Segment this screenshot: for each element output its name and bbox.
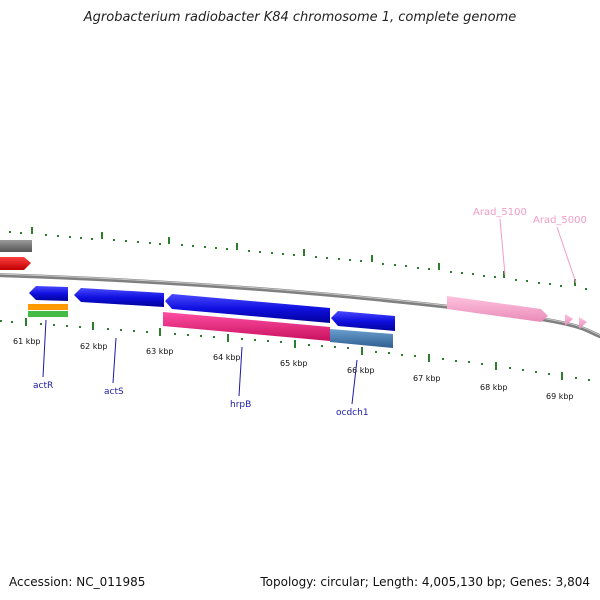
tick-label-64: 64 kbp — [213, 353, 241, 362]
gene-label-arad5000[interactable]: Arad_5000 — [533, 215, 587, 226]
gene-label-hrpB[interactable]: hrpB — [230, 400, 251, 410]
tick-label-67: 67 kbp — [413, 374, 441, 383]
gene-gray-partial[interactable] — [0, 240, 32, 252]
gene-label-actR[interactable]: actR — [33, 381, 53, 391]
genome-summary-text: Topology: circular; Length: 4,005,130 bp… — [260, 575, 590, 589]
tick-labels: 61 kbp 62 kbp 63 kbp 64 kbp 65 kbp 66 kb… — [13, 337, 574, 401]
lower-tick-row — [0, 318, 590, 381]
chromosome-backbone — [0, 273, 600, 339]
tick-label-62: 62 kbp — [80, 342, 108, 351]
gene-arad5000-small-b[interactable] — [579, 317, 587, 329]
blue-leader-lines — [42, 319, 358, 405]
hrpB-leader — [238, 346, 243, 397]
gene-ocdch1-arrow[interactable] — [331, 311, 395, 331]
tick-label-68: 68 kbp — [480, 383, 508, 392]
arad5100-leader — [499, 218, 506, 276]
gene-arad5000-small-a[interactable] — [565, 314, 573, 326]
gene-red-partial[interactable] — [0, 257, 31, 270]
actS-leader — [112, 337, 117, 384]
gene-label-arad5100[interactable]: Arad_5100 — [473, 207, 527, 218]
gene-green-bar[interactable] — [28, 311, 68, 317]
tick-label-63: 63 kbp — [146, 347, 174, 356]
gene-hrpB-arrow[interactable] — [165, 294, 330, 323]
tick-label-66: 66 kbp — [347, 366, 375, 375]
pink-leader-lines — [499, 218, 577, 284]
gene-orange-bar[interactable] — [28, 304, 68, 310]
ocdch1-leader — [351, 359, 358, 405]
gene-steel-bar[interactable] — [330, 329, 393, 348]
gene-label-ocdch1[interactable]: ocdch1 — [336, 408, 369, 418]
gene-pink-bar[interactable] — [163, 312, 330, 341]
actR-leader — [42, 319, 47, 378]
gene-arad5100-arrow[interactable] — [447, 296, 548, 322]
upper-tick-row — [9, 227, 587, 290]
tick-label-61: 61 kbp — [13, 337, 41, 346]
tick-label-65: 65 kbp — [280, 359, 308, 368]
gene-label-actS[interactable]: actS — [104, 387, 124, 397]
gene-actS-arrow[interactable] — [74, 288, 164, 307]
tick-label-69: 69 kbp — [546, 392, 574, 401]
accession-text: Accession: NC_011985 — [9, 575, 146, 589]
page-title: Agrobacterium radiobacter K84 chromosome… — [83, 10, 517, 25]
gene-actR-arrow[interactable] — [29, 286, 68, 301]
arad5000-leader — [556, 226, 577, 284]
